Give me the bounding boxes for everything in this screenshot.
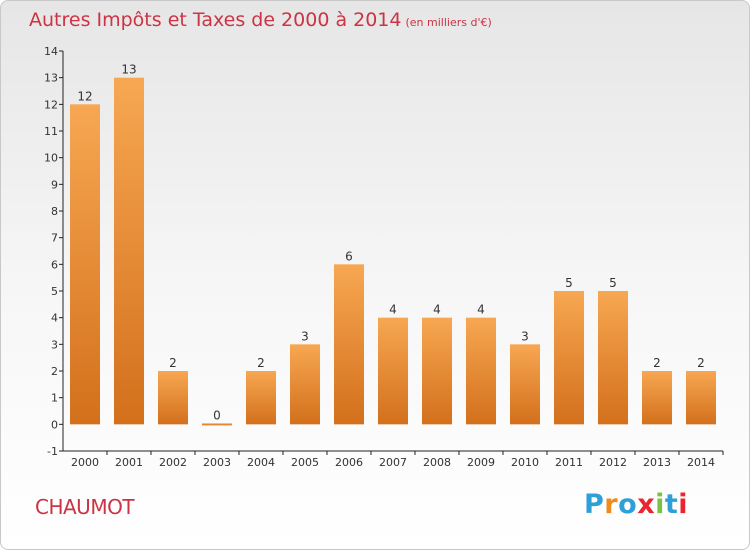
x-tick-label: 2002 bbox=[159, 456, 187, 469]
logo-letter: x bbox=[637, 489, 656, 520]
x-tick-label: 2009 bbox=[467, 456, 495, 469]
unit-note: (en milliers d'€) bbox=[405, 16, 492, 29]
y-tick-label: 12 bbox=[44, 98, 58, 111]
bars bbox=[70, 77, 716, 426]
bar bbox=[334, 264, 364, 425]
y-tick-label: 0 bbox=[51, 418, 58, 431]
bar bbox=[114, 77, 144, 425]
logo-letter: r bbox=[604, 489, 619, 520]
x-tick-label: 2004 bbox=[247, 456, 275, 469]
chart-title: Autres Impôts et Taxes de 2000 à 2014 (en… bbox=[29, 9, 492, 31]
y-tick-label: 4 bbox=[51, 312, 58, 325]
logo-letter: o bbox=[618, 489, 638, 520]
y-tick-label: 3 bbox=[51, 338, 58, 351]
y-tick-label: 1 bbox=[51, 392, 58, 405]
x-tick-label: 2001 bbox=[115, 456, 143, 469]
x-tick-label: 2013 bbox=[643, 456, 671, 469]
data-labels: 12 13 2 0 2 3 6 4 4 4 3 5 5 2 2 bbox=[77, 63, 704, 423]
logo-letter: i bbox=[678, 489, 689, 520]
logo-letter: i bbox=[655, 489, 665, 520]
proxiti-logo: Proxiti bbox=[584, 489, 688, 520]
y-tick-label: 10 bbox=[44, 152, 58, 165]
x-tick-label: 2006 bbox=[335, 456, 363, 469]
data-label: 3 bbox=[521, 329, 529, 343]
x-tick-label: 2010 bbox=[511, 456, 539, 469]
bar bbox=[246, 371, 276, 425]
y-tick-label: 11 bbox=[44, 125, 58, 138]
x-tick-label: 2005 bbox=[291, 456, 319, 469]
bar bbox=[642, 371, 672, 425]
data-label: 2 bbox=[697, 356, 705, 370]
bar bbox=[158, 371, 188, 425]
x-tick-label: 2012 bbox=[599, 456, 627, 469]
bar bbox=[378, 317, 408, 425]
data-label: 4 bbox=[433, 303, 441, 317]
data-label: 5 bbox=[609, 276, 617, 290]
bar bbox=[686, 371, 716, 425]
bar bbox=[598, 291, 628, 425]
data-label: 2 bbox=[169, 356, 177, 370]
data-label: 2 bbox=[653, 356, 661, 370]
bar bbox=[466, 317, 496, 425]
y-tick-label: 2 bbox=[51, 365, 58, 378]
data-label: 5 bbox=[565, 276, 573, 290]
y-tick-label: 8 bbox=[51, 205, 58, 218]
x-tick-label: 2000 bbox=[71, 456, 99, 469]
y-tick-label: 7 bbox=[51, 232, 58, 245]
place-name: CHAUMOT bbox=[35, 495, 135, 519]
data-label: 0 bbox=[213, 408, 221, 422]
y-tick-label: 13 bbox=[44, 72, 58, 85]
bar bbox=[554, 291, 584, 425]
x-tick-label: 2014 bbox=[687, 456, 715, 469]
data-label: 6 bbox=[345, 249, 353, 263]
chart-title-text: Autres Impôts et Taxes de 2000 à 2014 bbox=[29, 9, 402, 31]
x-tick-label: 2008 bbox=[423, 456, 451, 469]
bar bbox=[70, 104, 100, 425]
bar bbox=[202, 423, 232, 426]
logo-letter: P bbox=[584, 489, 605, 520]
y-tick-label: 9 bbox=[51, 178, 58, 191]
data-label: 4 bbox=[477, 303, 485, 317]
y-tick-label: 6 bbox=[51, 258, 58, 271]
x-tick-label: 2003 bbox=[203, 456, 231, 469]
logo-letter: t bbox=[664, 489, 679, 520]
data-label: 4 bbox=[389, 303, 397, 317]
x-tick-label: 2011 bbox=[555, 456, 583, 469]
data-label: 12 bbox=[77, 89, 92, 103]
data-label: 2 bbox=[257, 356, 265, 370]
data-label: 3 bbox=[301, 329, 309, 343]
y-tick-label: -1 bbox=[47, 445, 58, 458]
y-tick-label: 5 bbox=[51, 285, 58, 298]
x-tick-label: 2007 bbox=[379, 456, 407, 469]
bar bbox=[422, 317, 452, 425]
y-tick-label: 14 bbox=[44, 45, 58, 58]
data-label: 13 bbox=[121, 63, 136, 77]
bar bbox=[510, 344, 540, 425]
bar bbox=[290, 344, 320, 425]
